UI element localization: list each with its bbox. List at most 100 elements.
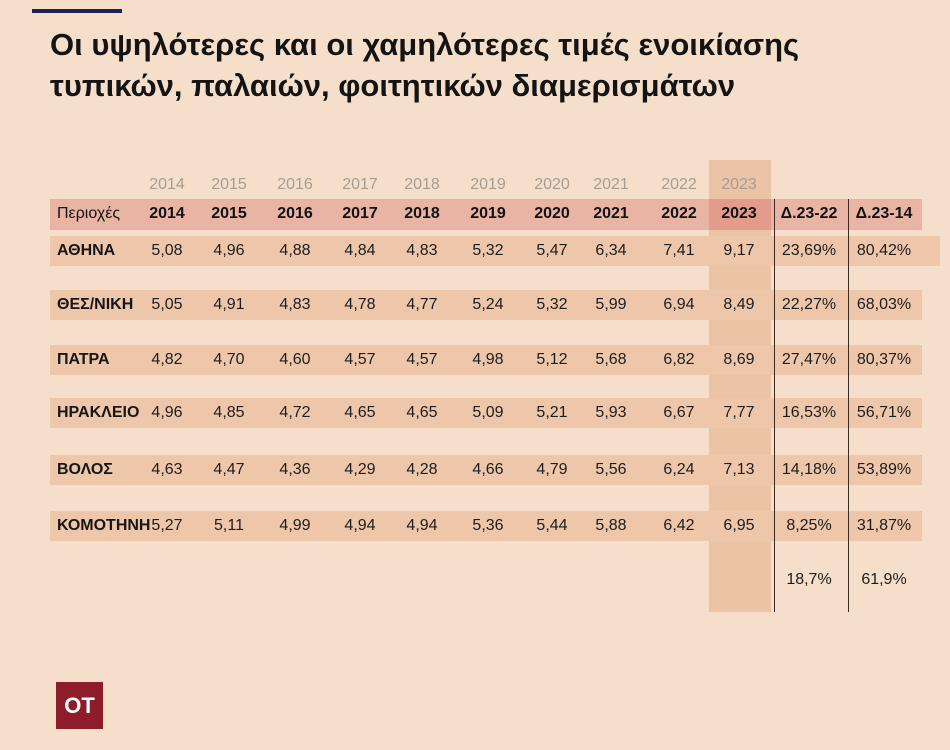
table-cell-value: 5,32 [472, 242, 504, 259]
column-header-change: Δ.23-14 [855, 205, 913, 222]
table-cell-value: 8,49 [723, 296, 755, 313]
table-cell-value: 5,47 [536, 242, 568, 259]
table-cell-value: 7,41 [663, 242, 695, 259]
table-cell-value: 5,24 [472, 296, 504, 313]
summary-value: 61,9% [861, 571, 907, 588]
table-cell-value: 6,95 [723, 517, 755, 534]
table-cell-value: 4,84 [344, 242, 376, 259]
table-cell-value: 4,28 [406, 461, 438, 478]
table-cell-value: 7,13 [723, 461, 755, 478]
table-cell-value: 5,44 [536, 517, 568, 534]
table-cell-value: 5,21 [536, 404, 568, 421]
row-label-region: ΘΕΣ/ΝΙΚΗ [57, 296, 134, 313]
title-line-1: Οι υψηλότερες και οι χαμηλότερες τιμές ε… [50, 27, 800, 62]
row-band [50, 511, 922, 541]
ghost-year-label: 2023 [721, 176, 757, 193]
column-header-year: 2015 [211, 205, 247, 222]
table-cell-value: 4,47 [213, 461, 245, 478]
ghost-year-label: 2018 [404, 176, 440, 193]
table-cell-value: 4,70 [213, 351, 245, 368]
table-cell-value: 4,91 [213, 296, 245, 313]
ghost-year-label: 2016 [277, 176, 313, 193]
table-cell-value: 4,83 [279, 296, 311, 313]
table-cell-change: 56,71% [856, 404, 912, 421]
table-cell-value: 5,27 [151, 517, 183, 534]
row-label-region: ΠΑΤΡΑ [57, 351, 110, 368]
table-cell-value: 4,57 [406, 351, 438, 368]
column-header-change: Δ.23-22 [780, 205, 838, 222]
table-cell-value: 4,88 [279, 242, 311, 259]
table-cell-change: 68,03% [856, 296, 912, 313]
column-header-year: 2014 [149, 205, 185, 222]
column-header-year: 2023 [721, 205, 757, 222]
column-header-year: 2019 [470, 205, 506, 222]
table-cell-value: 4,63 [151, 461, 183, 478]
row-label-region: ΑΘΗΝΑ [57, 242, 116, 259]
table-cell-value: 4,94 [344, 517, 376, 534]
table-cell-value: 6,82 [663, 351, 695, 368]
table-cell-value: 5,08 [151, 242, 183, 259]
row-band [50, 345, 922, 375]
table-cell-change: 80,37% [856, 351, 912, 368]
header-band [50, 199, 922, 230]
table-cell-value: 6,67 [663, 404, 695, 421]
table-cell-value: 4,66 [472, 461, 504, 478]
table-cell-change: 14,18% [781, 461, 837, 478]
table-cell-value: 4,65 [344, 404, 376, 421]
table-cell-value: 5,12 [536, 351, 568, 368]
table-cell-value: 7,77 [723, 404, 755, 421]
table-cell-change: 80,42% [856, 242, 912, 259]
table-cell-value: 5,93 [595, 404, 627, 421]
ghost-year-label: 2022 [661, 176, 697, 193]
table-cell-value: 5,32 [536, 296, 568, 313]
table-cell-value: 5,88 [595, 517, 627, 534]
table-cell-value: 4,36 [279, 461, 311, 478]
divider-line [848, 199, 849, 612]
column-header-year: 2021 [593, 205, 629, 222]
table-cell-value: 4,96 [151, 404, 183, 421]
table-cell-value: 5,11 [214, 517, 244, 534]
table-cell-value: 4,78 [344, 296, 376, 313]
table-cell-value: 4,65 [406, 404, 438, 421]
table-cell-value: 5,05 [151, 296, 183, 313]
row-band [50, 290, 922, 320]
table-cell-change: 31,87% [856, 517, 912, 534]
table-cell-value: 6,94 [663, 296, 695, 313]
row-label-region: ΒΟΛΟΣ [57, 461, 113, 478]
ghost-year-label: 2014 [149, 176, 185, 193]
table-cell-value: 6,34 [595, 242, 627, 259]
column-header-year: 2022 [661, 205, 697, 222]
table-cell-value: 4,82 [151, 351, 183, 368]
column-header-year: 2016 [277, 205, 313, 222]
table-cell-value: 4,99 [279, 517, 311, 534]
ghost-year-label: 2017 [342, 176, 378, 193]
table-cell-value: 4,57 [344, 351, 376, 368]
row-label-region: ΗΡΑΚΛΕΙΟ [57, 404, 140, 421]
row-band [50, 398, 922, 428]
table-cell-value: 6,24 [663, 461, 695, 478]
column-header-year: 2017 [342, 205, 378, 222]
column-header-region: Περιοχές [57, 205, 121, 222]
table-cell-change: 23,69% [781, 242, 837, 259]
table-cell-change: 53,89% [856, 461, 912, 478]
table-cell-value: 4,96 [213, 242, 245, 259]
table-cell-value: 4,29 [344, 461, 376, 478]
table-cell-value: 6,42 [663, 517, 695, 534]
table-cell-change: 16,53% [781, 404, 837, 421]
table-cell-value: 5,36 [472, 517, 504, 534]
chart-title: Οι υψηλότερες και οι χαμηλότερες τιμές ε… [50, 24, 930, 106]
table-cell-value: 5,09 [472, 404, 504, 421]
table-cell-value: 4,98 [472, 351, 504, 368]
table-cell-value: 4,94 [406, 517, 438, 534]
table-cell-value: 4,60 [279, 351, 311, 368]
table-cell-change: 8,25% [786, 517, 832, 534]
ghost-year-label: 2020 [534, 176, 570, 193]
table-cell-value: 4,83 [406, 242, 438, 259]
row-label-region: ΚΟΜΟΤΗΝΗ [57, 517, 151, 534]
table-cell-change: 22,27% [781, 296, 837, 313]
ghost-year-label: 2019 [470, 176, 506, 193]
table-cell-value: 4,77 [406, 296, 438, 313]
ot-logo: ΟΤ [56, 682, 103, 729]
table-cell-value: 4,85 [213, 404, 245, 421]
column-header-year: 2020 [534, 205, 570, 222]
